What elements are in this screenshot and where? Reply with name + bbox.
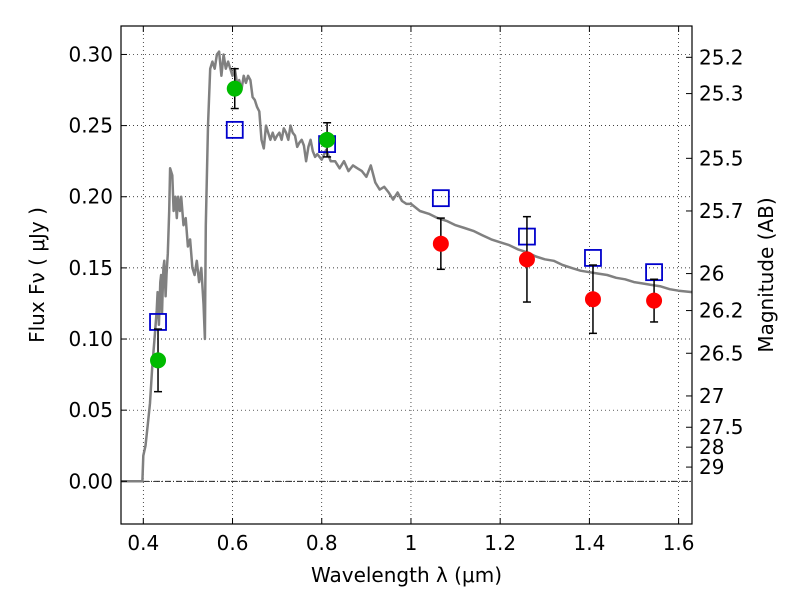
x-tick-label: 0.4	[127, 531, 159, 555]
x-tick-label: 1.4	[573, 531, 605, 555]
right-tick-label: 25.5	[699, 146, 744, 170]
right-tick-label: 25.3	[699, 82, 744, 106]
x-tick-label: 0.8	[306, 531, 338, 555]
y-tick-label: 0.10	[68, 327, 113, 351]
observed-flux-point	[432, 235, 449, 252]
right-tick-label: 25.2	[699, 45, 744, 69]
grid-lines	[121, 26, 692, 524]
axis-ticks: 0.4 0.6 0.8 1 1.2 1.4 1.6 0.00 0.05 0.10 0.15 0.20 0…	[68, 26, 744, 555]
x-tick-label: 0.6	[217, 531, 249, 555]
observed-flux-point	[226, 80, 243, 97]
y-tick-label: 0.15	[68, 256, 113, 280]
y-tick-label: 0.25	[68, 114, 113, 138]
right-tick-label: 25.7	[699, 199, 744, 223]
y-tick-label: 0.00	[68, 469, 113, 493]
x-axis-label: Wavelength λ (μm)	[311, 563, 502, 587]
model-photometry-square	[584, 249, 602, 267]
right-tick-label: 26	[699, 262, 724, 286]
y-tick-label: 0.05	[68, 398, 113, 422]
data-series	[121, 50, 693, 483]
y-tick-label: 0.20	[68, 185, 113, 209]
x-tick-label: 1	[405, 531, 418, 555]
model-photometry-square	[225, 120, 244, 139]
right-axis-label: Magnitude (AB)	[754, 197, 778, 352]
right-tick-label: 26.5	[699, 341, 744, 365]
observed-flux-point	[518, 251, 535, 268]
y-axis-label: Flux Fν ( μJy )	[25, 207, 49, 343]
x-tick-label: 1.2	[484, 531, 516, 555]
right-tick-label: 29	[699, 455, 724, 479]
right-tick-label: 26.2	[699, 299, 744, 323]
y-tick-label: 0.30	[68, 42, 113, 66]
observed-flux-point	[646, 292, 663, 309]
plot-frame	[120, 25, 693, 525]
sed-model-line	[121, 50, 693, 483]
observed-flux-point	[319, 131, 336, 148]
right-tick-label: 27	[699, 384, 724, 408]
model-photometry-square	[645, 263, 663, 282]
x-tick-label: 1.6	[663, 531, 695, 555]
observed-flux-point	[584, 291, 601, 308]
model-photometry-square	[431, 189, 450, 208]
right-tick-label: 27.5	[699, 415, 744, 439]
right-tick-label: 28	[699, 435, 724, 459]
observed-flux-point	[150, 352, 167, 369]
